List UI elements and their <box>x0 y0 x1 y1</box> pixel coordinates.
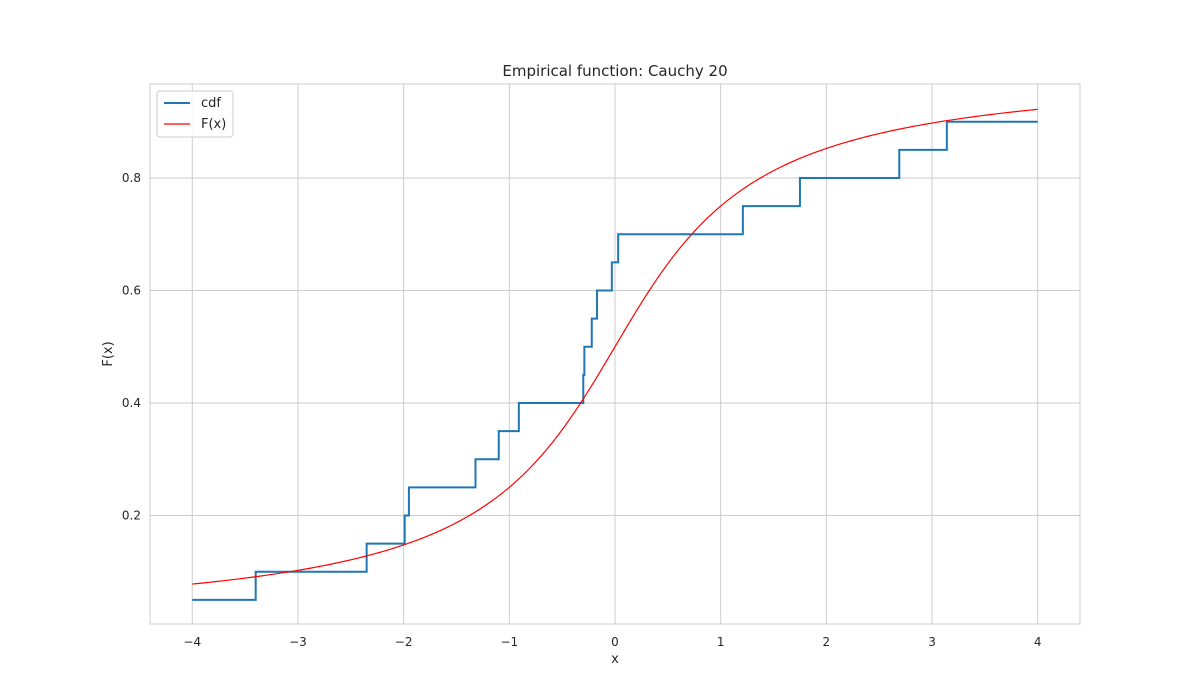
legend-label-fx: F(x) <box>201 117 226 132</box>
x-tick-label: −1 <box>500 635 518 649</box>
y-tick-label: 0.2 <box>122 508 141 522</box>
x-tick-label: 1 <box>717 635 725 649</box>
x-tick-label: −4 <box>183 635 201 649</box>
series-fx-line <box>192 108 1038 585</box>
grid-lines <box>150 84 1080 624</box>
y-tick-label: 0.6 <box>122 283 141 297</box>
x-tick-label: 0 <box>611 635 619 649</box>
legend: cdf F(x) <box>156 90 234 138</box>
legend-label-cdf: cdf <box>201 96 221 111</box>
series-cdf-line <box>192 120 1038 601</box>
x-tick-label: −3 <box>289 635 307 649</box>
x-tick-label: −2 <box>395 635 413 649</box>
x-tick-label: 2 <box>823 635 831 649</box>
y-tick-label: 0.8 <box>122 171 141 185</box>
series-layer <box>192 108 1038 601</box>
tick-labels: −4 −3 −2 −1 0 1 2 3 4 0.2 0.4 0.6 0.8 <box>122 171 1042 649</box>
x-tick-label: 3 <box>928 635 936 649</box>
y-tick-label: 0.4 <box>122 396 141 410</box>
y-axis-label: F(x) <box>101 341 116 366</box>
chart-title: Empirical function: Cauchy 20 <box>502 62 727 80</box>
x-axis-label: x <box>611 652 619 667</box>
x-tick-label: 4 <box>1034 635 1042 649</box>
